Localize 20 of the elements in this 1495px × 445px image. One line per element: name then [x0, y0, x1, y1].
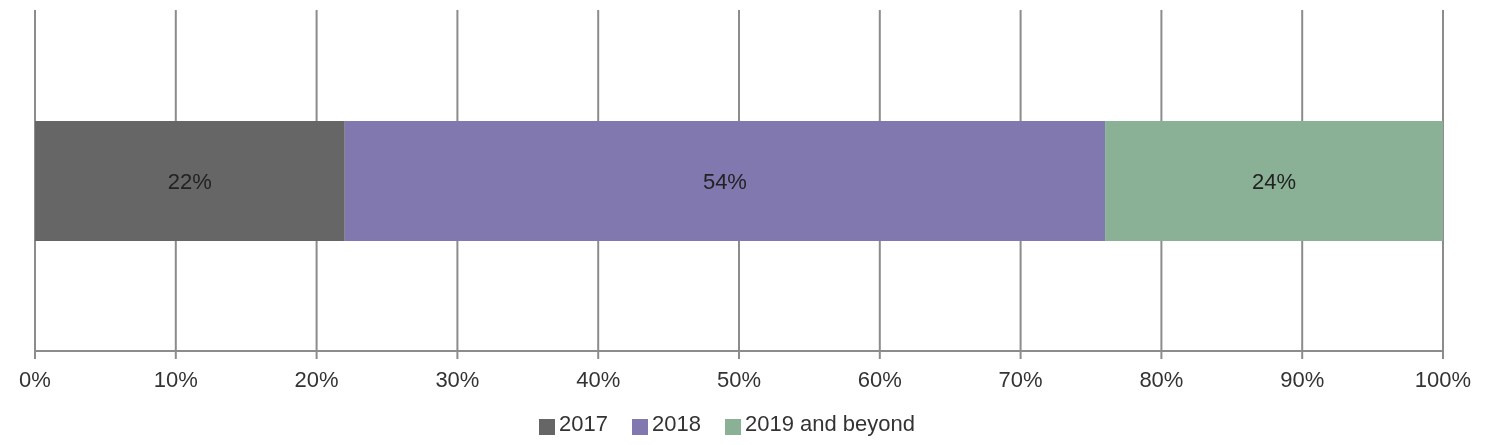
data-label: 24% — [1252, 168, 1297, 194]
x-tick-label: 30% — [435, 366, 480, 392]
bar — [1105, 121, 1443, 241]
x-tick-label: 20% — [294, 366, 339, 392]
x-tick-label: 10% — [153, 366, 198, 392]
bar — [35, 121, 345, 241]
x-tick-label: 70% — [998, 366, 1043, 392]
legend-label: 2018 — [651, 411, 701, 436]
data-label: 22% — [167, 168, 212, 194]
x-tick-label: 90% — [1280, 366, 1325, 392]
x-tick-label: 80% — [1139, 366, 1184, 392]
x-tick-label: 50% — [716, 366, 762, 392]
x-tick-label: 40% — [576, 366, 621, 392]
x-tick-label: 60% — [857, 366, 902, 392]
bar — [344, 121, 1106, 241]
x-tick-label: 0% — [19, 366, 51, 392]
x-tick-label: 100% — [1414, 366, 1472, 392]
legend-label: 2017 — [559, 411, 608, 436]
data-label: 54% — [702, 168, 747, 194]
legend-label: 2019 and beyond — [744, 411, 915, 436]
